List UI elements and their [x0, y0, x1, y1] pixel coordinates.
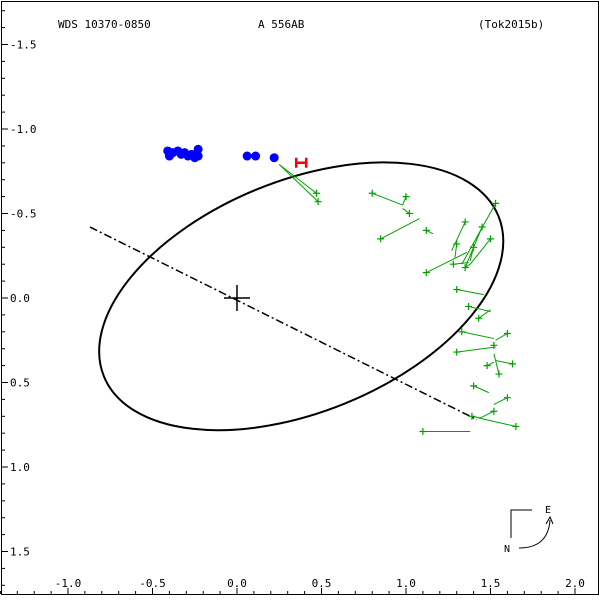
measure-plus-marker [314, 198, 322, 206]
residual-line [469, 238, 491, 265]
measure-plus-marker [508, 360, 516, 368]
y-tick-label: -0.5 [10, 208, 37, 221]
measure-plus-marker [453, 286, 461, 294]
system-designation: WDS 10370-0850 [58, 18, 151, 31]
measure-plus-marker [312, 189, 320, 197]
compass-arrowhead [545, 515, 554, 525]
residual-line [493, 353, 500, 375]
residual-line [456, 289, 484, 296]
residual-layer [278, 164, 520, 436]
measure-plus-marker [468, 412, 476, 420]
x-tick-label: 2.0 [565, 577, 585, 590]
residual-line [461, 331, 494, 340]
measure-plus-marker [422, 226, 430, 234]
measure-plus-marker [449, 260, 457, 268]
measure-plus-marker [512, 422, 520, 430]
measure-plus-marker [495, 370, 503, 378]
y-tick-label: -1.0 [10, 123, 37, 136]
measure-plus-marker [377, 235, 385, 243]
residual-line [456, 346, 496, 353]
measure-dot-marker [269, 153, 279, 163]
measure-plus-marker [465, 302, 473, 310]
measure-plus-marker [368, 189, 376, 197]
x-tick-label: 0.0 [227, 577, 247, 590]
y-tick-label: 1.0 [10, 461, 30, 474]
measure-plus-marker [492, 199, 500, 207]
compass-rose: E N [504, 505, 554, 555]
y-tick-label: 1.5 [10, 546, 30, 559]
compass-east-label: E [545, 505, 551, 516]
x-tick-label: -0.5 [139, 577, 166, 590]
reference-code: (Tok2015b) [478, 18, 544, 31]
residual-line [372, 192, 403, 206]
residual-line [478, 417, 516, 427]
measure-plus-marker [470, 382, 478, 390]
compass-arrow [518, 519, 551, 549]
measure-plus-marker [478, 223, 486, 231]
compass-north-label: N [504, 544, 510, 555]
residual-line [451, 221, 466, 251]
measure-dot-marker [193, 151, 203, 161]
measure-plus-marker [483, 362, 491, 370]
measure-dot-marker [251, 151, 261, 161]
residual-line [478, 309, 491, 319]
measure-plus-marker [503, 329, 511, 337]
measure-plus-marker [461, 218, 469, 226]
y-tick-label: -1.5 [10, 39, 37, 52]
residual-line [278, 164, 317, 194]
measure-plus-marker [487, 235, 494, 243]
residual-line [473, 385, 490, 394]
measure-plus-marker [419, 428, 427, 436]
residual-line [493, 397, 508, 405]
dot-layer [163, 144, 308, 168]
residual-line [278, 164, 319, 203]
x-tick-label: 0.5 [312, 577, 332, 590]
x-tick-label: 1.0 [396, 577, 416, 590]
measure-dot-marker [193, 144, 203, 154]
residual-line [468, 305, 491, 313]
measure-plus-marker [458, 328, 466, 336]
residual-line [380, 218, 420, 240]
compass-bracket [510, 509, 532, 538]
measure-plus-marker [405, 210, 413, 217]
x-tick-label: -1.0 [55, 577, 82, 590]
residual-line [480, 410, 495, 419]
orbit-layer [89, 161, 505, 432]
measure-plus-marker [461, 264, 469, 272]
y-tick-label: 0.0 [10, 292, 30, 305]
predicted-position-marker [294, 157, 308, 168]
measure-plus-marker [503, 394, 511, 402]
measure-dot-marker [242, 151, 252, 161]
residual-line [461, 203, 497, 265]
residual-line [495, 333, 508, 341]
measure-plus-marker [470, 243, 478, 251]
measure-plus-marker [490, 407, 498, 415]
measure-plus-marker [453, 240, 461, 248]
measure-plus-marker [402, 193, 410, 201]
pair-designation: A 556AB [258, 18, 305, 31]
measure-plus-marker [475, 314, 483, 322]
axis-layer: -1.0 -0.5 0.0 0.5 1.0 1.5 2.0 -1.5 -1.0 -0.5 0.0 0.… [0, 10, 585, 594]
measure-plus-marker [422, 269, 430, 277]
residual-line [426, 251, 468, 274]
measure-plus-marker [490, 341, 498, 349]
orbit-ellipse [98, 161, 505, 432]
residual-line [402, 208, 410, 214]
x-tick-label: 1.5 [481, 577, 501, 590]
line-of-nodes [89, 226, 478, 421]
measure-plus-marker [453, 348, 461, 356]
y-tick-label: 0.5 [10, 377, 30, 390]
